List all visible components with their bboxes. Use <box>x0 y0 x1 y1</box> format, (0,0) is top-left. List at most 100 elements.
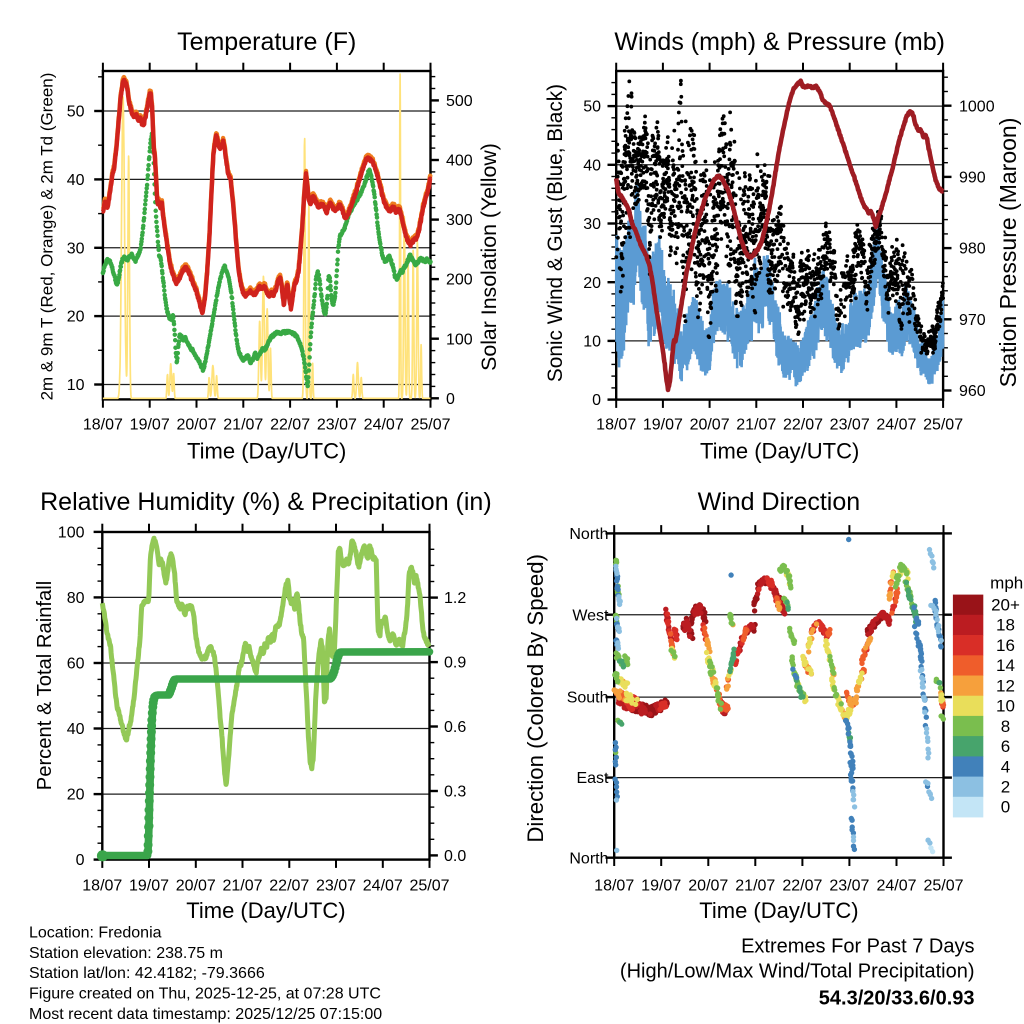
svg-text:2: 2 <box>1001 778 1010 797</box>
svg-text:23/07: 23/07 <box>317 417 357 434</box>
svg-text:21/07: 21/07 <box>735 878 775 895</box>
svg-text:8: 8 <box>1001 717 1010 736</box>
svg-text:1000: 1000 <box>959 98 995 115</box>
svg-text:30: 30 <box>583 216 601 233</box>
svg-text:19/07: 19/07 <box>129 878 169 895</box>
svg-text:North: North <box>569 850 608 867</box>
svg-text:22/07: 22/07 <box>782 878 822 895</box>
svg-text:20: 20 <box>583 275 601 292</box>
svg-text:Sonic Wind & Gust (Blue, Black: Sonic Wind & Gust (Blue, Black) <box>544 84 567 382</box>
svg-text:970: 970 <box>959 312 986 329</box>
svg-text:24/07: 24/07 <box>363 878 403 895</box>
svg-text:24/07: 24/07 <box>876 417 916 434</box>
svg-text:18: 18 <box>996 616 1015 635</box>
svg-text:40: 40 <box>67 172 85 189</box>
svg-text:Location: Fredonia: Location: Fredonia <box>29 925 162 942</box>
svg-text:23/07: 23/07 <box>829 878 869 895</box>
svg-text:40: 40 <box>583 157 601 174</box>
svg-text:10: 10 <box>67 377 85 394</box>
svg-text:mph: mph <box>990 573 1023 592</box>
svg-text:West: West <box>572 607 609 624</box>
svg-text:0: 0 <box>1001 798 1010 817</box>
svg-text:23/07: 23/07 <box>316 878 356 895</box>
svg-text:19/07: 19/07 <box>643 417 683 434</box>
svg-text:24/07: 24/07 <box>876 878 916 895</box>
svg-text:22/07: 22/07 <box>783 417 823 434</box>
svg-text:18/07: 18/07 <box>82 878 122 895</box>
svg-text:18/07: 18/07 <box>83 417 123 434</box>
svg-text:18/07: 18/07 <box>594 878 634 895</box>
svg-text:21/07: 21/07 <box>223 417 263 434</box>
svg-text:100: 100 <box>446 331 473 348</box>
svg-text:21/07: 21/07 <box>222 878 262 895</box>
svg-text:0.3: 0.3 <box>444 784 466 801</box>
svg-text:0.9: 0.9 <box>444 655 466 672</box>
svg-text:Station lat/lon: 42.4182; -79.: Station lat/lon: 42.4182; -79.3666 <box>29 965 265 982</box>
svg-text:East: East <box>576 770 609 787</box>
svg-text:12: 12 <box>996 676 1015 695</box>
svg-text:Winds (mph) & Pressure (mb): Winds (mph) & Pressure (mb) <box>614 28 945 56</box>
svg-text:South: South <box>567 690 609 707</box>
svg-text:20/07: 20/07 <box>176 417 216 434</box>
svg-text:300: 300 <box>446 212 473 229</box>
svg-text:0: 0 <box>592 392 601 409</box>
svg-text:Extremes For Past 7 Days: Extremes For Past 7 Days <box>741 935 974 957</box>
svg-text:Direction (Colored By Speed): Direction (Colored By Speed) <box>523 554 548 843</box>
svg-text:(High/Low/Max Wind/Total Preci: (High/Low/Max Wind/Total Precipitation) <box>620 961 975 983</box>
svg-text:200: 200 <box>446 272 473 289</box>
svg-text:Relative Humidity (%) & Precip: Relative Humidity (%) & Precipitation (i… <box>40 488 492 516</box>
svg-text:19/07: 19/07 <box>130 417 170 434</box>
svg-text:500: 500 <box>446 93 473 110</box>
svg-text:25/07: 25/07 <box>923 878 963 895</box>
svg-text:400: 400 <box>446 153 473 170</box>
svg-text:Solar Insolation (Yellow): Solar Insolation (Yellow) <box>477 143 501 371</box>
svg-text:100: 100 <box>58 525 85 542</box>
svg-text:20: 20 <box>67 309 85 326</box>
svg-text:Time (Day/UTC): Time (Day/UTC) <box>186 898 345 923</box>
svg-text:6: 6 <box>1001 737 1010 756</box>
svg-text:0: 0 <box>76 852 85 869</box>
svg-text:Percent & Total Rainfall: Percent & Total Rainfall <box>34 581 56 790</box>
svg-text:19/07: 19/07 <box>641 878 681 895</box>
svg-text:20: 20 <box>67 787 85 804</box>
svg-text:24/07: 24/07 <box>364 417 404 434</box>
svg-text:10: 10 <box>996 697 1015 716</box>
svg-text:20/07: 20/07 <box>688 878 728 895</box>
svg-text:Most recent data timestamp: 20: Most recent data timestamp: 2025/12/25 0… <box>29 1006 382 1023</box>
svg-text:23/07: 23/07 <box>830 417 870 434</box>
svg-text:20/07: 20/07 <box>690 417 730 434</box>
svg-text:Time (Day/UTC): Time (Day/UTC) <box>187 439 346 464</box>
svg-text:North: North <box>569 526 608 543</box>
svg-text:4: 4 <box>1001 757 1010 776</box>
svg-text:10: 10 <box>583 334 601 351</box>
svg-text:0.0: 0.0 <box>444 848 466 865</box>
svg-text:54.3/20/33.6/0.93: 54.3/20/33.6/0.93 <box>819 987 975 1009</box>
svg-text:22/07: 22/07 <box>270 417 310 434</box>
svg-text:25/07: 25/07 <box>410 417 450 434</box>
svg-text:20/07: 20/07 <box>176 878 216 895</box>
svg-text:25/07: 25/07 <box>923 417 963 434</box>
svg-text:40: 40 <box>67 721 85 738</box>
svg-text:18/07: 18/07 <box>596 417 636 434</box>
svg-text:25/07: 25/07 <box>409 878 449 895</box>
svg-text:16: 16 <box>996 636 1015 655</box>
svg-text:2m & 9m T (Red, Orange) & 2m T: 2m & 9m T (Red, Orange) & 2m Td (Green) <box>38 73 57 401</box>
svg-text:Figure created on Thu, 2025-12: Figure created on Thu, 2025-12-25, at 07… <box>29 986 381 1003</box>
svg-text:50: 50 <box>67 104 85 121</box>
svg-text:1.2: 1.2 <box>444 590 466 607</box>
svg-text:21/07: 21/07 <box>736 417 776 434</box>
svg-text:60: 60 <box>67 656 85 673</box>
svg-text:960: 960 <box>959 383 986 400</box>
svg-text:980: 980 <box>959 241 986 258</box>
svg-text:30: 30 <box>67 240 85 257</box>
svg-text:0: 0 <box>446 391 455 408</box>
svg-text:Temperature (F): Temperature (F) <box>177 28 356 56</box>
svg-text:Time (Day/UTC): Time (Day/UTC) <box>700 439 859 464</box>
svg-text:0.6: 0.6 <box>444 719 466 736</box>
svg-text:Wind Direction: Wind Direction <box>698 488 861 516</box>
svg-text:14: 14 <box>996 656 1015 675</box>
svg-text:80: 80 <box>67 590 85 607</box>
svg-text:20+: 20+ <box>991 596 1020 615</box>
svg-text:Station Pressure (Maroon): Station Pressure (Maroon) <box>995 118 1021 388</box>
svg-text:22/07: 22/07 <box>269 878 309 895</box>
